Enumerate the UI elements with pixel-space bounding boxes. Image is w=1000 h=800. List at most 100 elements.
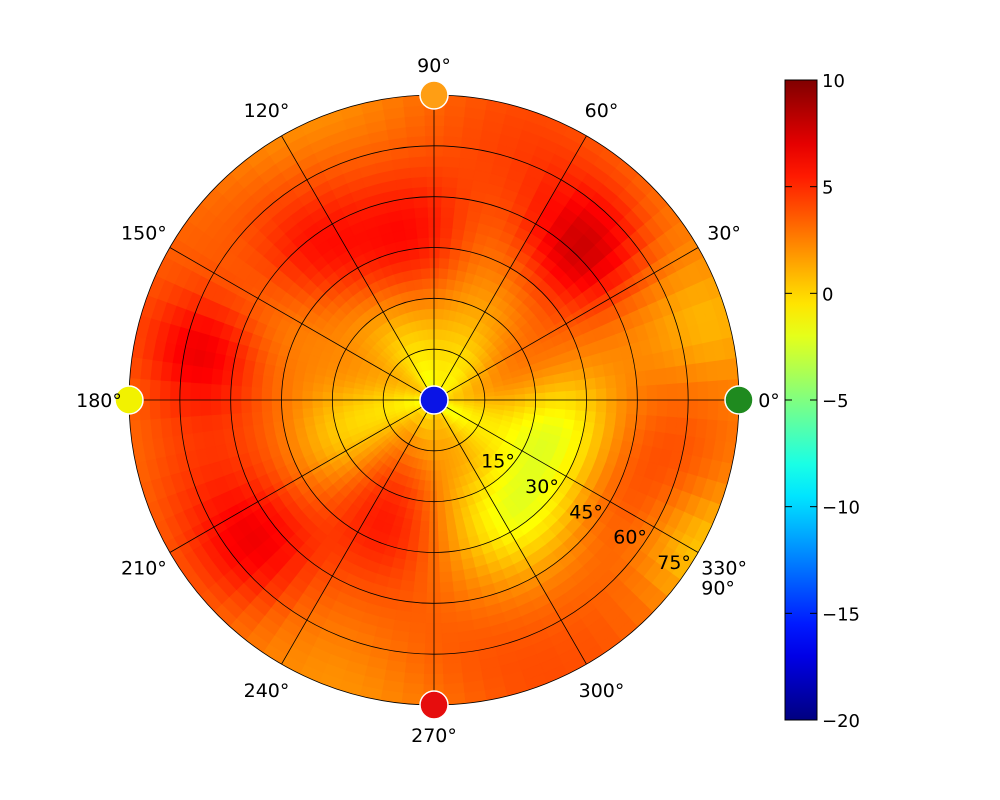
heatmap-cell [210,368,224,386]
heatmap-cell [439,571,454,584]
heatmap-cell [438,551,452,564]
heatmap-cell [321,391,334,401]
heatmap-cell [240,372,254,388]
radial-tick-label: 15° [481,450,515,472]
heatmap-cell [463,399,476,404]
heatmap-cell [291,379,304,392]
heatmap-cell [435,338,441,350]
heatmap-cell [409,621,427,635]
heatmap-cell [437,520,449,533]
heatmap-cell [311,382,324,393]
heatmap-cell [148,379,161,401]
heatmap-cell [440,196,456,209]
heatmap-cell [494,399,506,406]
heatmap-cell [404,125,426,138]
heatmap-cell [419,520,431,533]
heatmap-cell [403,672,425,685]
heatmap-cell [409,165,427,179]
colorbar-tick-label: 10 [822,71,845,92]
heatmap-cell [484,399,496,405]
heatmap-cell [626,399,638,415]
colorbar-tick-label: −15 [822,604,860,625]
heatmap-cell [410,519,422,532]
heatmap-cell [687,381,699,401]
heatmap-cell [697,399,709,420]
heatmap-cell [436,297,446,310]
heatmap-cell [423,480,432,492]
heatmap-cell [413,581,429,594]
heatmap-cell [301,399,313,410]
heatmap-cell [614,412,628,428]
heatmap-cell [240,386,252,401]
heatmap-cell [707,399,720,421]
heatmap-cell [442,135,463,148]
heatmap-cell [624,413,638,429]
heatmap-cell [445,278,456,291]
heatmap-cell [442,125,464,138]
heatmap-cell [209,399,222,417]
heatmap-cell [261,375,274,390]
heatmap-cell [321,383,334,394]
heatmap-cell [302,372,316,384]
heatmap-cell [291,389,303,401]
heatmap-cell [281,378,294,391]
heatmap-cell [443,104,466,118]
heatmap-cell [408,529,421,543]
heatmap-cell [441,155,460,168]
heatmap-cell [544,407,557,418]
heatmap-cell [574,409,587,422]
heatmap-cell [372,395,384,401]
heatmap-cell [260,399,273,413]
heatmap-cell [426,460,433,472]
heatmap-cell [411,601,428,614]
heatmap-cell [250,374,264,389]
heatmap-cell [412,196,428,209]
heatmap-cell [425,470,432,482]
heatmap-cell [418,257,430,270]
heatmap-cell [405,135,426,148]
heatmap-cell [406,145,426,158]
heatmap-cell [220,399,232,416]
heatmap-cell [403,115,425,128]
heatmap-cell [514,405,526,414]
angular-tick-label: 210° [121,558,167,580]
angular-tick-label: 300° [579,680,625,702]
heatmap-cell [616,399,628,414]
heatmap-cell [534,391,547,401]
heatmap-cell [270,388,283,401]
heatmap-cell [415,226,429,239]
radial-tick-label: 30° [525,476,559,498]
heatmap-cell [545,391,557,401]
heatmap-cell [342,393,354,401]
colorbar-tick-label: −20 [822,711,860,732]
colorbar-tick-label: −10 [822,498,860,519]
heatmap-cell [438,541,451,553]
heatmap-cell [148,399,161,421]
heatmap-cell [534,399,547,409]
heatmap-cell [644,368,658,386]
heatmap-cell [438,236,452,249]
heatmap-cell [624,371,638,387]
heatmap-cell [443,672,465,685]
radial-tick-label: 90° [701,578,735,600]
heatmap-cell [605,399,618,414]
heatmap-cell [420,510,431,523]
heatmap-cell [565,389,577,401]
heatmap-cell [656,383,669,401]
heatmap-cell [504,399,516,407]
heatmap-cell [362,394,374,401]
heatmap-cell [594,375,607,390]
heatmap-cell [420,277,431,290]
colorbar-tick-label: 5 [822,178,833,199]
heatmap-cell [311,399,323,409]
heatmap-cell [301,390,313,401]
colorbar-tick-label: 0 [822,284,833,305]
heatmap-cell [524,405,536,415]
heatmap-cell [415,561,429,574]
heatmap-cell [261,410,274,425]
heatmap-cell [210,414,224,432]
heatmap-cell [438,257,450,270]
marker-point [419,80,449,110]
heatmap-cell [626,385,638,401]
heatmap-cell [514,399,526,407]
